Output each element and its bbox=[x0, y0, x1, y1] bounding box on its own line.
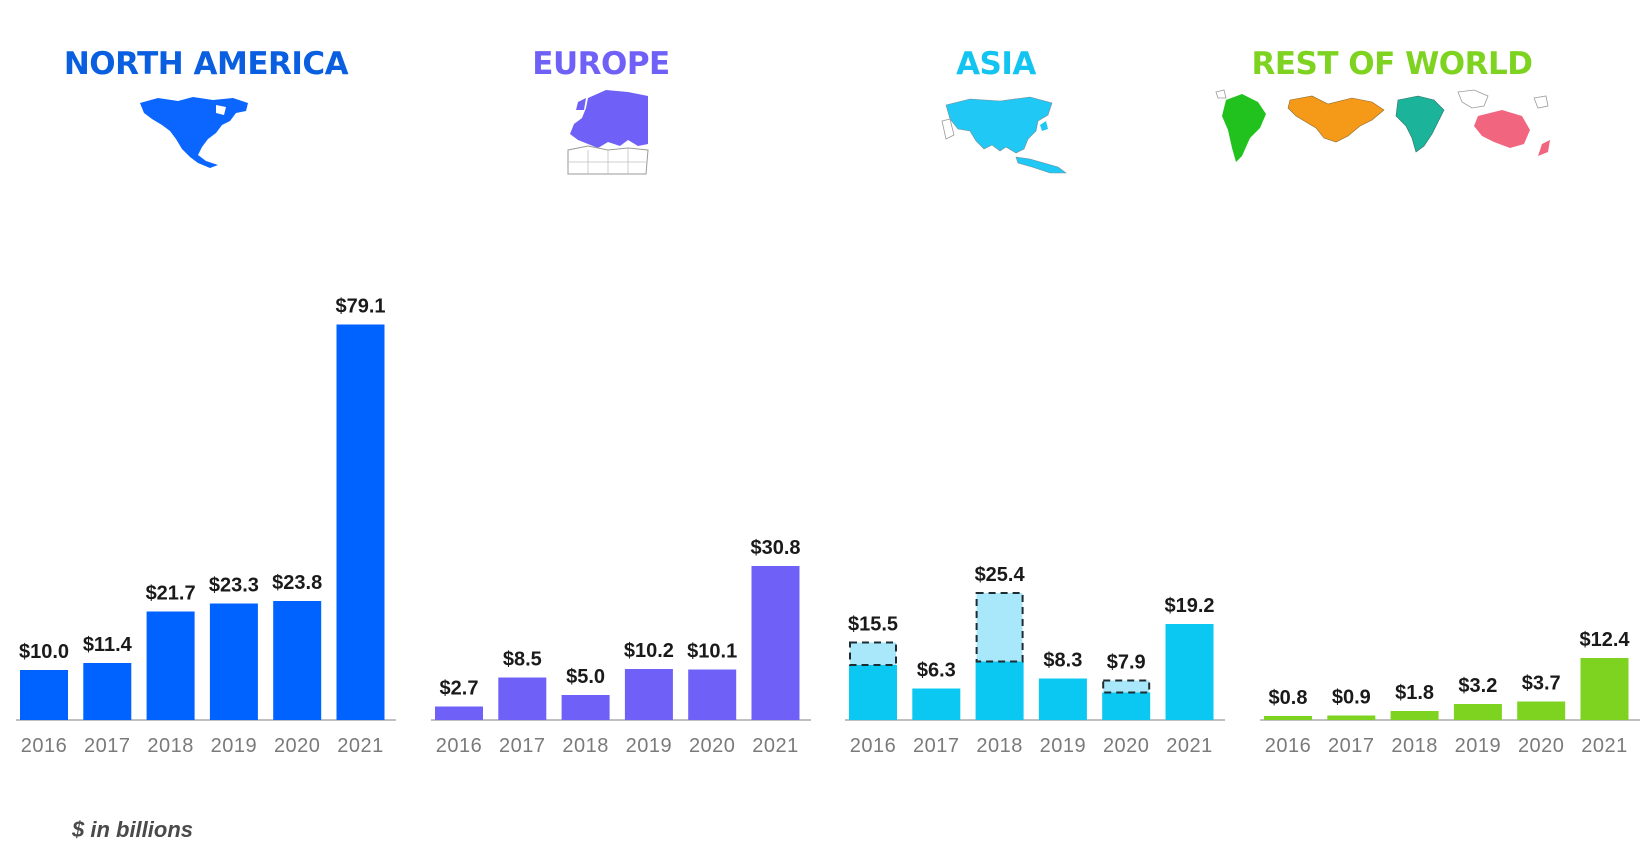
bar-2020 bbox=[273, 601, 322, 720]
value-label: $6.3 bbox=[917, 660, 956, 682]
value-label: $5.0 bbox=[566, 666, 605, 688]
x-tick-label: 2019 bbox=[1455, 735, 1502, 757]
bar-2020 bbox=[1517, 701, 1566, 720]
asia-map-icon bbox=[941, 96, 1067, 174]
value-label: $79.1 bbox=[335, 296, 385, 318]
value-label: $11.4 bbox=[83, 634, 133, 656]
bar-2016 bbox=[849, 665, 897, 720]
value-label: $23.8 bbox=[272, 572, 322, 594]
panel-title-rest-of-world: REST OF WORLD bbox=[1251, 46, 1533, 82]
bar-highlight-2018 bbox=[975, 592, 1024, 663]
x-tick-label: 2020 bbox=[689, 735, 736, 757]
value-label: $1.8 bbox=[1395, 682, 1434, 704]
value-label: $10.2 bbox=[624, 640, 674, 662]
x-tick-label: 2016 bbox=[850, 735, 897, 757]
value-label: $3.7 bbox=[1522, 673, 1561, 695]
chart-panel-north-america: $10.0 2016 $11.4 2017 $21.7 2018 $23.3 2019 $23.… bbox=[16, 296, 396, 757]
bar-2017 bbox=[1327, 715, 1376, 720]
x-tick-label: 2018 bbox=[562, 735, 609, 757]
value-label: $0.9 bbox=[1332, 687, 1371, 709]
x-tick-label: 2019 bbox=[211, 735, 258, 757]
bar-2019 bbox=[1453, 704, 1502, 720]
bar-2019 bbox=[1038, 678, 1087, 720]
value-label: $30.8 bbox=[750, 537, 800, 559]
bar-2020 bbox=[688, 669, 737, 720]
bar-2021 bbox=[1580, 658, 1629, 720]
value-label: $23.3 bbox=[209, 575, 259, 597]
x-tick-label: 2017 bbox=[499, 735, 546, 757]
panel-title-asia: ASIA bbox=[956, 46, 1036, 82]
bar-2018 bbox=[975, 661, 1024, 720]
value-label: $19.2 bbox=[1164, 595, 1214, 617]
x-tick-label: 2018 bbox=[147, 735, 194, 757]
value-label: $10.0 bbox=[19, 641, 69, 663]
x-tick-label: 2020 bbox=[274, 735, 321, 757]
value-label: $2.7 bbox=[440, 678, 479, 700]
x-tick-label: 2019 bbox=[1040, 735, 1087, 757]
value-label: $10.1 bbox=[687, 641, 737, 663]
bar-2016 bbox=[1264, 716, 1312, 720]
x-tick-label: 2020 bbox=[1103, 735, 1150, 757]
bar-2019 bbox=[209, 603, 258, 720]
footnote-units: $ in billions bbox=[72, 817, 194, 842]
bar-highlight-2016 bbox=[849, 641, 897, 666]
bar-2017 bbox=[498, 677, 547, 720]
north-america-map-icon bbox=[140, 97, 248, 168]
bar-2018 bbox=[561, 695, 610, 720]
x-tick-label: 2019 bbox=[626, 735, 673, 757]
x-tick-label: 2016 bbox=[1265, 735, 1312, 757]
bar-2020 bbox=[1102, 692, 1151, 720]
value-label: $15.5 bbox=[848, 614, 898, 636]
x-tick-label: 2021 bbox=[337, 735, 384, 757]
x-tick-label: 2020 bbox=[1518, 735, 1565, 757]
value-label: $8.3 bbox=[1043, 650, 1082, 672]
x-tick-label: 2018 bbox=[976, 735, 1023, 757]
bar-2016 bbox=[435, 706, 483, 720]
x-tick-label: 2021 bbox=[1581, 735, 1628, 757]
bar-2017 bbox=[912, 688, 961, 720]
value-label: $21.7 bbox=[146, 583, 196, 605]
x-tick-label: 2016 bbox=[436, 735, 483, 757]
rest-of-world-map-icon bbox=[1215, 89, 1550, 162]
value-label: $7.9 bbox=[1107, 652, 1146, 674]
bar-2019 bbox=[624, 669, 673, 720]
bar-highlight-2020 bbox=[1102, 679, 1151, 694]
value-label: $0.8 bbox=[1269, 687, 1308, 709]
bar-2018 bbox=[1390, 711, 1439, 720]
value-label: $3.2 bbox=[1458, 675, 1497, 697]
bar-2018 bbox=[146, 611, 195, 720]
bar-2021 bbox=[751, 566, 800, 720]
x-tick-label: 2018 bbox=[1391, 735, 1438, 757]
chart-panel-asia: $15.5 2016 $6.3 2017 $25.4 2018 $8.3 2019 $7.9 20… bbox=[845, 564, 1225, 757]
chart-panel-europe: $2.7 2016 $8.5 2017 $5.0 2018 $10.2 2019 $10.1 20… bbox=[431, 537, 811, 757]
x-tick-label: 2017 bbox=[913, 735, 960, 757]
europe-map-icon bbox=[567, 90, 649, 175]
value-label: $12.4 bbox=[1579, 629, 1630, 651]
bar-2021 bbox=[336, 324, 385, 720]
panel-title-europe: EUROPE bbox=[532, 46, 670, 82]
x-tick-label: 2017 bbox=[1328, 735, 1375, 757]
bar-2021 bbox=[1165, 624, 1214, 720]
bar-2016 bbox=[20, 670, 68, 720]
bar-2017 bbox=[83, 663, 132, 720]
chart-panel-rest-of-world: $0.8 2016 $0.9 2017 $1.8 2018 $3.2 2019 $3.7 2020… bbox=[1260, 629, 1640, 757]
panel-title-north-america: NORTH AMERICA bbox=[63, 46, 349, 82]
x-tick-label: 2021 bbox=[1166, 735, 1213, 757]
value-label: $25.4 bbox=[975, 564, 1026, 586]
x-tick-label: 2021 bbox=[752, 735, 799, 757]
x-tick-label: 2017 bbox=[84, 735, 131, 757]
value-label: $8.5 bbox=[503, 649, 542, 671]
x-tick-label: 2016 bbox=[21, 735, 68, 757]
